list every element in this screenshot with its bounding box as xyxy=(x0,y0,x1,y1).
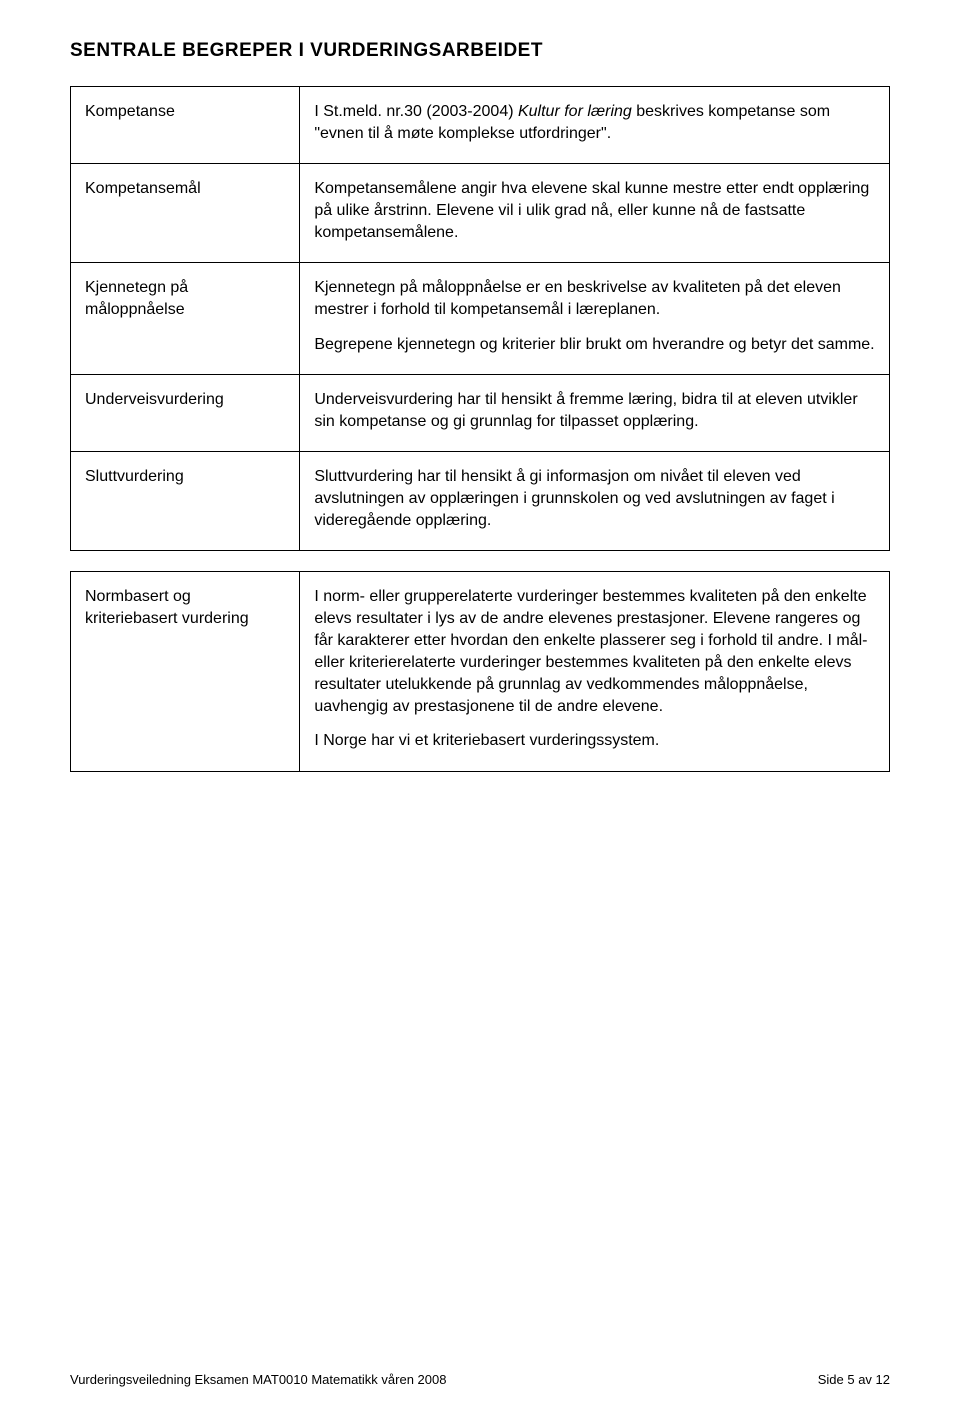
footer-left: Vurderingsveiledning Eksamen MAT0010 Mat… xyxy=(70,1372,446,1387)
definition-cell: Kjennetegn på måloppnåelse er en beskriv… xyxy=(300,263,890,374)
table-row: Kjennetegn på måloppnåelse Kjennetegn på… xyxy=(71,263,890,374)
definition-text: I St.meld. nr.30 (2003-2004) Kultur for … xyxy=(314,101,875,145)
table-row: Kompetanse I St.meld. nr.30 (2003-2004) … xyxy=(71,87,890,164)
definition-cell: I St.meld. nr.30 (2003-2004) Kultur for … xyxy=(300,87,890,164)
term-cell: Kompetanse xyxy=(71,87,300,164)
definition-cell: I norm- eller grupperelaterte vurderinge… xyxy=(300,572,890,772)
definition-text: I norm- eller grupperelaterte vurderinge… xyxy=(314,586,875,718)
term-cell: Kjennetegn på måloppnåelse xyxy=(71,263,300,374)
term-label: Kjennetegn på måloppnåelse xyxy=(85,279,188,318)
table-row: Normbasert og kriteriebasert vurdering I… xyxy=(71,572,890,772)
def-italic: Kultur for læring xyxy=(518,103,632,120)
table-row: Underveisvurdering Underveisvurdering ha… xyxy=(71,374,890,451)
definition-cell: Kompetansemålene angir hva elevene skal … xyxy=(300,164,890,263)
table-row: Sluttvurdering Sluttvurdering har til he… xyxy=(71,451,890,550)
table-row: Kompetansemål Kompetansemålene angir hva… xyxy=(71,164,890,263)
term-cell: Kompetansemål xyxy=(71,164,300,263)
definition-text: Underveisvurdering har til hensikt å fre… xyxy=(314,389,875,433)
term-cell: Sluttvurdering xyxy=(71,451,300,550)
term-cell: Normbasert og kriteriebasert vurdering xyxy=(71,572,300,772)
page-title: SENTRALE BEGREPER I VURDERINGSARBEIDET xyxy=(70,40,890,62)
terms-table-2: Normbasert og kriteriebasert vurdering I… xyxy=(70,571,890,772)
term-cell: Underveisvurdering xyxy=(71,374,300,451)
definition-cell: Underveisvurdering har til hensikt å fre… xyxy=(300,374,890,451)
definition-text: Kjennetegn på måloppnåelse er en beskriv… xyxy=(314,277,875,321)
def-prefix: I St.meld. nr.30 (2003-2004) xyxy=(314,103,518,120)
definition-text: Kompetansemålene angir hva elevene skal … xyxy=(314,178,875,244)
term-label: Underveisvurdering xyxy=(85,391,224,408)
definition-text: I Norge har vi et kriteriebasert vurderi… xyxy=(314,730,875,752)
terms-table-1: Kompetanse I St.meld. nr.30 (2003-2004) … xyxy=(70,86,890,551)
footer-right: Side 5 av 12 xyxy=(818,1372,890,1387)
term-label: Normbasert og kriteriebasert vurdering xyxy=(85,588,249,627)
term-label: Sluttvurdering xyxy=(85,468,184,485)
term-label: Kompetanse xyxy=(85,103,175,120)
document-page: SENTRALE BEGREPER I VURDERINGSARBEIDET K… xyxy=(0,0,960,1415)
definition-text: Begrepene kjennetegn og kriterier blir b… xyxy=(314,334,875,356)
definition-cell: Sluttvurdering har til hensikt å gi info… xyxy=(300,451,890,550)
term-label: Kompetansemål xyxy=(85,180,201,197)
definition-text: Sluttvurdering har til hensikt å gi info… xyxy=(314,466,875,532)
page-footer: Vurderingsveiledning Eksamen MAT0010 Mat… xyxy=(70,1372,890,1387)
